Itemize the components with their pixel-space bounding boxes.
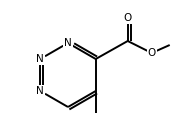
- Text: O: O: [124, 13, 132, 23]
- Text: O: O: [148, 48, 156, 58]
- Text: N: N: [36, 54, 44, 64]
- Text: N: N: [36, 86, 44, 96]
- Text: N: N: [64, 38, 72, 48]
